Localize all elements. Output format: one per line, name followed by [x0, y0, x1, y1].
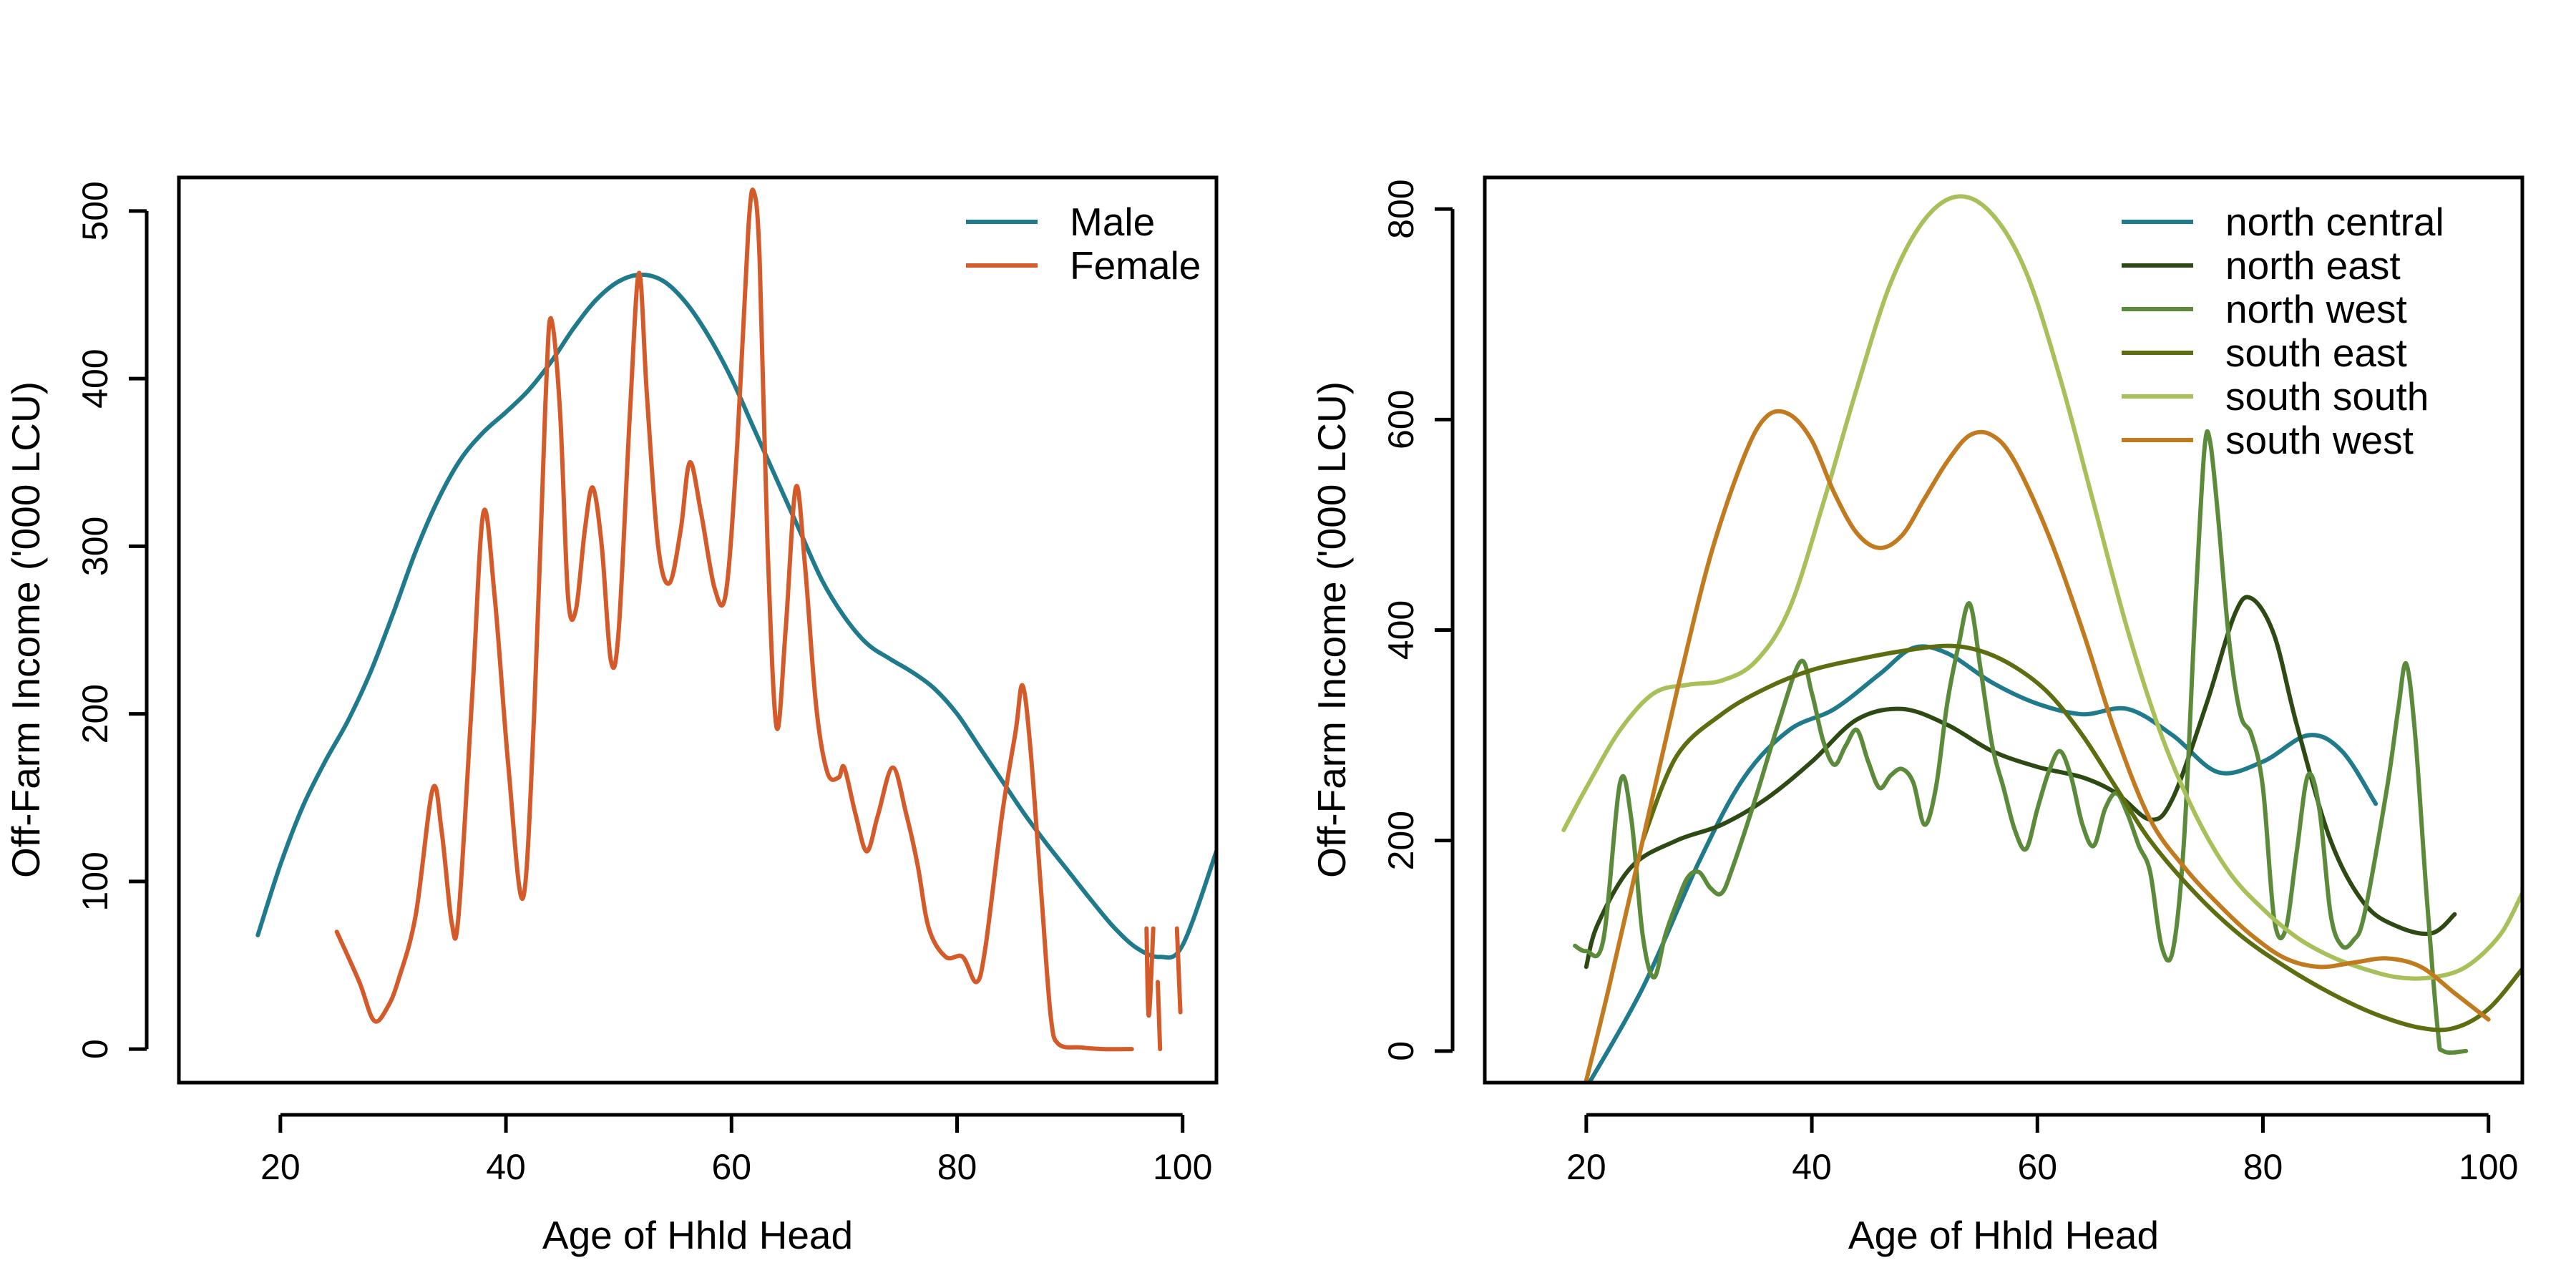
y-axis-title-gender: Off-Farm Income ('000 LCU) — [4, 381, 48, 878]
x-axis-region: 20 40 60 80 100 — [1566, 1113, 2518, 1187]
x-tick-label: 60 — [711, 1147, 751, 1187]
legend-label-north-central: north central — [2225, 200, 2444, 244]
y-tick-label: 600 — [1381, 390, 1421, 449]
legend-label-south-south: south south — [2225, 374, 2429, 419]
x-axis-title-region: Age of Hhld Head — [1848, 1213, 2159, 1257]
x-axis-title-gender: Age of Hhld Head — [542, 1213, 853, 1257]
y-axis-region: 0 200 400 600 800 — [1381, 179, 1455, 1061]
legend-label-south-east: south east — [2225, 331, 2407, 375]
x-tick-label: 80 — [2243, 1147, 2283, 1187]
series-line-female-2 — [1144, 926, 1156, 1018]
y-tick-label: 300 — [75, 517, 115, 576]
x-tick-label: 20 — [260, 1147, 301, 1187]
series-line-south-east — [1640, 643, 2522, 1033]
series-line-female-4 — [1174, 926, 1183, 1015]
legend-label-female: Female — [1070, 243, 1201, 288]
legend-label-north-east: north east — [2225, 243, 2401, 288]
series-line-female-1 — [334, 187, 1134, 1052]
panel-region: 20 40 60 80 100 0 200 400 600 800 Age of Hhld He… — [1309, 175, 2524, 1257]
x-tick-label: 20 — [1566, 1147, 1606, 1187]
legend-label-south-west: south west — [2225, 418, 2414, 462]
y-tick-label: 400 — [1381, 600, 1421, 660]
legend-label-north-west: north west — [2225, 287, 2407, 331]
y-tick-label: 500 — [75, 181, 115, 240]
series-line-female-3 — [1156, 980, 1163, 1052]
y-axis-gender: 0 100 200 300 400 500 — [75, 181, 149, 1059]
x-axis-gender: 20 40 60 80 100 — [260, 1113, 1212, 1187]
y-tick-label: 400 — [75, 348, 115, 408]
y-tick-label: 200 — [1381, 811, 1421, 870]
series-line-male — [255, 272, 1216, 960]
y-tick-label: 0 — [75, 1039, 115, 1059]
x-tick-label: 60 — [2017, 1147, 2057, 1187]
plot-frame-region — [1483, 175, 2524, 1085]
series-line-north-west — [1573, 429, 2469, 1055]
y-tick-label: 800 — [1381, 179, 1421, 238]
x-tick-label: 100 — [1153, 1147, 1212, 1187]
series-line-north-east — [1584, 595, 2457, 970]
y-tick-label: 100 — [75, 852, 115, 911]
plot-frame-gender — [177, 175, 1219, 1085]
legend-label-male: Male — [1070, 200, 1155, 244]
x-tick-label: 100 — [2459, 1147, 2518, 1187]
x-tick-label: 40 — [1792, 1147, 1832, 1187]
series-line-north-central — [1586, 644, 2379, 1083]
series-line-south-west — [1584, 409, 2491, 1083]
x-tick-label: 40 — [486, 1147, 526, 1187]
x-tick-label: 80 — [937, 1147, 977, 1187]
y-tick-label: 0 — [1381, 1041, 1421, 1061]
plot-area-region — [1561, 194, 2522, 1083]
plot-area-gender — [255, 187, 1216, 1052]
panel-gender: 20 40 60 80 100 0 100 200 300 400 500 Age of Hhld… — [4, 175, 1219, 1257]
y-axis-title-region: Off-Farm Income ('000 LCU) — [1309, 381, 1354, 878]
y-tick-label: 200 — [75, 684, 115, 743]
